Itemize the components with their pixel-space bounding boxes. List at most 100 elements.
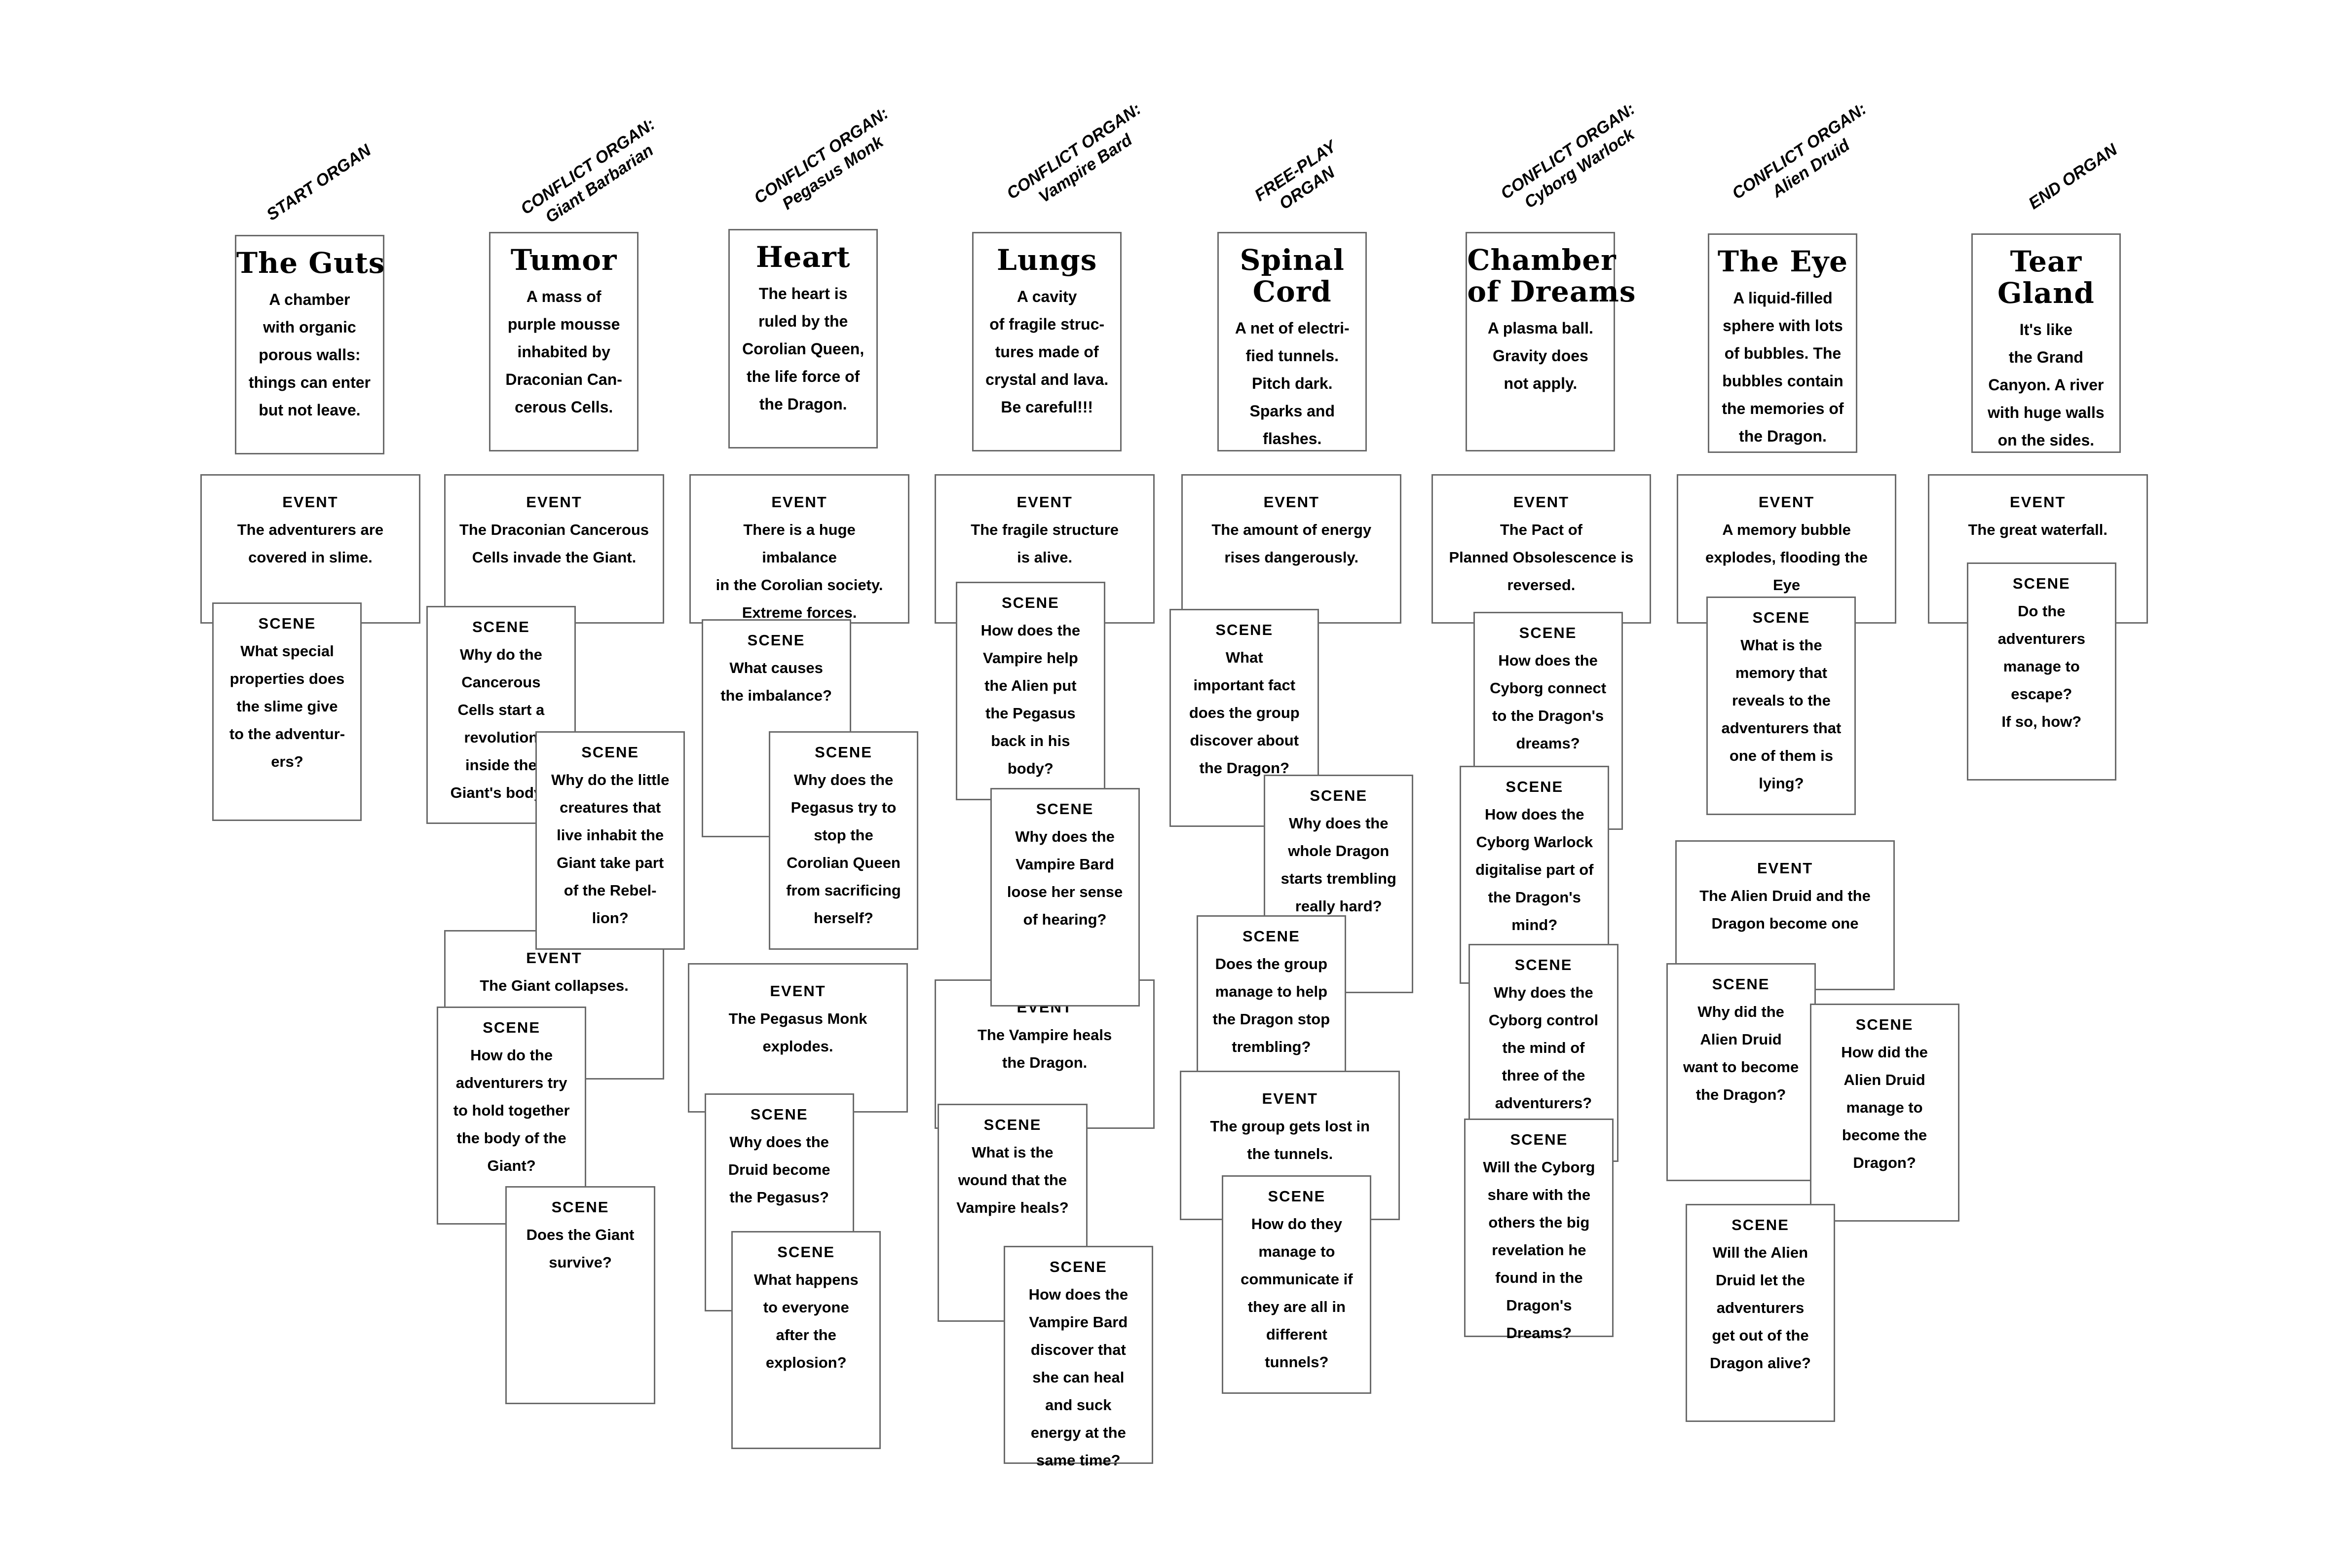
column-header: CONFLICT ORGAN: Giant Barbarian	[517, 114, 671, 236]
scene-text: How does the Cyborg connect to the Drago…	[1490, 651, 1607, 752]
scene-label: SCENE	[1712, 975, 1770, 993]
event-card[interactable]: EVENT The amount of energy rises dangerou…	[1181, 474, 1402, 624]
organ-description: A plasma ball. Gravity does not apply.	[1487, 319, 1593, 392]
scene-text: Why does the Cyborg control the mind of …	[1488, 983, 1599, 1112]
scene-text: What important fact does the group disco…	[1189, 648, 1300, 777]
column-header: START ORGAN	[263, 140, 375, 225]
event-text: The Draconian Cancerous Cells invade the…	[459, 521, 649, 566]
scene-card[interactable]: SCENE Why does the Pegasus try to stop th…	[768, 731, 919, 950]
column-header: CONFLICT ORGAN: Vampire Bard	[1003, 99, 1157, 221]
organ-description: It's like the Grand Canyon. A river with…	[1988, 320, 2105, 449]
scene-text: Will the Alien Druid let the adventurers…	[1709, 1243, 1811, 1372]
scene-label: SCENE	[983, 1116, 1042, 1133]
event-card[interactable]: EVENT The Draconian Cancerous Cells invad…	[444, 474, 664, 624]
scene-card[interactable]: SCENE Why did the Alien Druid want to bec…	[1666, 963, 1816, 1182]
event-label: EVENT	[770, 982, 826, 1000]
scene-card[interactable]: SCENE What important fact does the group …	[1169, 608, 1319, 827]
scene-label: SCENE	[1242, 927, 1300, 945]
organ-description: A chamber with organic porous walls: thi…	[248, 290, 371, 419]
organ-card[interactable]: Heart The heart is ruled by the Corolian …	[728, 228, 878, 449]
scene-card[interactable]: SCENE Why do the Cancerous Cells start a …	[426, 605, 576, 824]
event-text: The Pact of Planned Obsolescence is reve…	[1449, 521, 1634, 594]
event-label: EVENT	[1263, 493, 1319, 511]
scene-text: Will the Cyborg share with the others th…	[1483, 1158, 1595, 1342]
organ-title: Heart	[755, 240, 851, 274]
organ-card[interactable]: The Eye A liquid-filled sphere with lots …	[1708, 233, 1858, 453]
scene-card[interactable]: SCENE What happens to everyone after the …	[731, 1231, 881, 1450]
event-card[interactable]: EVENT The Alien Druid and the Dragon beco…	[1675, 840, 1895, 990]
event-text: The Alien Druid and the Dragon become on…	[1699, 887, 1871, 933]
scene-text: Does the group manage to help the Dragon…	[1212, 955, 1330, 1055]
event-label: EVENT	[1262, 1090, 1318, 1108]
organ-description: The heart is ruled by the Corolian Queen…	[742, 284, 865, 413]
organ-card[interactable]: Spinal Cord A net of electri- fied tunnel…	[1217, 231, 1367, 452]
scene-label: SCENE	[815, 744, 872, 761]
scene-label: SCENE	[747, 631, 805, 649]
event-label: EVENT	[771, 493, 828, 511]
scene-text: Why do the little creatures that live in…	[551, 771, 670, 927]
organ-card[interactable]: Lungs A cavity of fragile struc- tures ma…	[972, 231, 1122, 452]
organ-card[interactable]: Tumor A mass of purple mousse inhabited b…	[489, 231, 639, 452]
event-text: The Pegasus Monk explodes.	[728, 1009, 867, 1055]
event-label: EVENT	[526, 949, 582, 967]
scene-text: Why does the Pegasus try to stop the Cor…	[786, 771, 901, 927]
scene-card[interactable]: SCENE How did the Alien Druid manage to b…	[1809, 1003, 1959, 1222]
organ-description: A mass of purple mousse inhabited by Dra…	[505, 287, 622, 416]
scene-card[interactable]: SCENE How does the Vampire Bard discover …	[1003, 1245, 1153, 1469]
scene-label: SCENE	[1519, 624, 1577, 641]
event-label: EVENT	[282, 493, 339, 511]
scene-label: SCENE	[1049, 1258, 1107, 1275]
column-header: CONFLICT ORGAN: Pegasus Monk	[750, 103, 904, 225]
event-card[interactable]: EVENT The Pegasus Monk explodes.	[688, 963, 908, 1113]
event-label: EVENT	[1016, 493, 1073, 511]
scene-card[interactable]: SCENE What special properties does the sl…	[212, 602, 362, 821]
event-label: EVENT	[2010, 493, 2066, 511]
scene-card[interactable]: SCENE Do the adventurers manage to escape…	[1966, 562, 2116, 781]
scene-label: SCENE	[581, 744, 640, 761]
scene-label: SCENE	[472, 618, 530, 635]
scene-text: How does the Cyborg Warlock digitalise p…	[1475, 805, 1594, 933]
scene-text: What is the wound that the Vampire heals…	[956, 1143, 1069, 1216]
scene-card[interactable]: SCENE Will the Cyborg share with the othe…	[1464, 1119, 1614, 1342]
scene-text: Do the adventurers manage to escape? If …	[1997, 602, 2086, 730]
scene-card[interactable]: SCENE Why do the little creatures that li…	[535, 731, 685, 950]
event-label: EVENT	[1757, 859, 1813, 877]
scene-text: How does the Vampire Bard discover that …	[1028, 1285, 1129, 1469]
event-card[interactable]: EVENT There is a huge imbalance in the Co…	[689, 474, 909, 624]
event-text: The great waterfall.	[1968, 521, 2107, 538]
event-text: The fragile structure is alive.	[971, 521, 1119, 566]
scene-card[interactable]: SCENE What is the memory that reveals to …	[1706, 597, 1856, 815]
scene-card[interactable]: SCENE Why does the Vampire Bard loose her…	[990, 788, 1140, 1007]
organ-card[interactable]: Chamber of Dreams A plasma ball. Gravity …	[1466, 231, 1636, 452]
scene-text: Why did the Alien Druid want to become t…	[1683, 1003, 1799, 1103]
scene-text: Does the Giant survive?	[526, 1226, 635, 1271]
scene-text: How does the Vampire help the Alien put …	[980, 622, 1081, 778]
scene-label: SCENE	[258, 615, 316, 633]
column-header: END ORGAN	[2025, 139, 2121, 214]
organ-title: The Eye	[1717, 244, 1848, 278]
scene-label: SCENE	[2012, 574, 2070, 592]
event-text: The amount of energy rises dangerously.	[1211, 521, 1372, 566]
organ-card[interactable]: The Guts A chamber with organic porous wa…	[234, 234, 384, 455]
scene-card[interactable]: SCENE How do they manage to communicate i…	[1222, 1175, 1372, 1394]
organ-title: Spinal Cord	[1240, 243, 1345, 308]
scene-label: SCENE	[1001, 594, 1059, 612]
scene-card[interactable]: SCENE Will the Alien Druid let the advent…	[1685, 1203, 1836, 1422]
organ-title: Tear Gland	[1997, 244, 2095, 310]
column-header: CONFLICT ORGAN: Alien Druid	[1729, 99, 1882, 221]
scene-label: SCENE	[1855, 1015, 1914, 1033]
event-card[interactable]: EVENT The adventurers are covered in slim…	[200, 474, 420, 624]
event-text: The Giant collapses.	[480, 977, 629, 995]
organ-title: Lungs	[997, 243, 1097, 277]
organ-card[interactable]: Tear Gland It's like the Grand Canyon. A …	[1971, 233, 2121, 453]
event-text: The adventurers are covered in slime.	[237, 521, 384, 566]
event-card[interactable]: EVENT The Pact of Planned Obsolescence is…	[1431, 474, 1652, 624]
scene-card[interactable]: SCENE How does the Vampire help the Alien…	[955, 582, 1105, 800]
event-label: EVENT	[1513, 493, 1570, 511]
scene-text: What happens to everyone after the explo…	[753, 1270, 859, 1371]
scene-label: SCENE	[1268, 1188, 1326, 1205]
scene-card[interactable]: SCENE Does the Giant survive?	[505, 1186, 655, 1405]
organ-description: A net of electri- fied tunnels. Pitch da…	[1235, 319, 1350, 448]
scene-text: Why does the Druid become the Pegasus?	[728, 1133, 830, 1206]
